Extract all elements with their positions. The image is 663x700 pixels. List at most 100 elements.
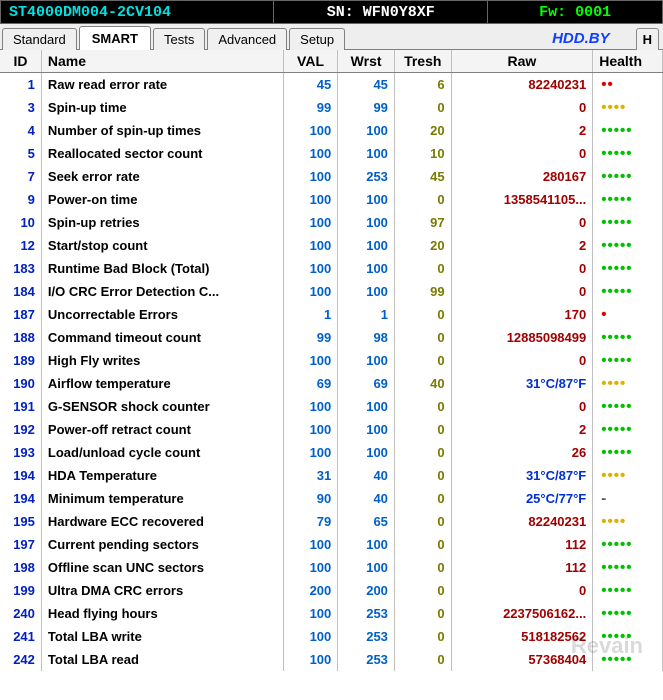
table-row[interactable]: 193Load/unload cycle count100100026••••• [0,441,663,464]
col-name[interactable]: Name [41,50,283,73]
cell-raw: 0 [451,96,593,119]
cell-raw: 0 [451,211,593,234]
cell-health: ••••• [593,648,663,671]
tab-bar: Standard SMART Tests Advanced Setup HDD.… [0,24,663,50]
cell-name: Command timeout count [41,326,283,349]
table-row[interactable]: 240Head flying hours10025302237506162...… [0,602,663,625]
table-row[interactable]: 242Total LBA read100253057368404••••• [0,648,663,671]
cell-wrst: 45 [338,73,395,97]
cell-tresh: 0 [394,579,451,602]
col-wrst[interactable]: Wrst [338,50,395,73]
cell-name: Raw read error rate [41,73,283,97]
cell-health: ••••• [593,257,663,280]
cell-val: 100 [283,188,337,211]
cell-tresh: 0 [394,464,451,487]
cell-val: 100 [283,142,337,165]
cell-wrst: 69 [338,372,395,395]
cell-health: •••• [593,464,663,487]
cell-name: Head flying hours [41,602,283,625]
cell-val: 100 [283,234,337,257]
col-health[interactable]: Health [593,50,663,73]
tab-standard[interactable]: Standard [2,28,77,50]
cell-val: 1 [283,303,337,326]
cell-tresh: 0 [394,556,451,579]
cell-val: 100 [283,119,337,142]
cell-raw: 170 [451,303,593,326]
cell-raw: 280167 [451,165,593,188]
drive-model: ST4000DM004-2CV104 [1,1,274,23]
table-row[interactable]: 194Minimum temperature9040025°C/77°F- [0,487,663,510]
cell-name: Current pending sectors [41,533,283,556]
cell-health: ••••• [593,165,663,188]
cell-raw: 518182562 [451,625,593,648]
cell-id: 192 [0,418,41,441]
help-button[interactable]: H [636,28,659,50]
table-row[interactable]: 198Offline scan UNC sectors1001000112•••… [0,556,663,579]
cell-raw: 0 [451,280,593,303]
cell-val: 100 [283,349,337,372]
cell-tresh: 97 [394,211,451,234]
cell-val: 79 [283,510,337,533]
table-row[interactable]: 3Spin-up time999900•••• [0,96,663,119]
cell-id: 183 [0,257,41,280]
cell-val: 100 [283,211,337,234]
brand-link[interactable]: HDD.BY [526,28,636,49]
cell-id: 195 [0,510,41,533]
tab-smart[interactable]: SMART [79,26,151,50]
cell-health: • [593,303,663,326]
cell-tresh: 20 [394,234,451,257]
col-id[interactable]: ID [0,50,41,73]
table-row[interactable]: 189High Fly writes10010000••••• [0,349,663,372]
table-row[interactable]: 187Uncorrectable Errors110170• [0,303,663,326]
tab-tests[interactable]: Tests [153,28,205,50]
col-val[interactable]: VAL [283,50,337,73]
cell-name: High Fly writes [41,349,283,372]
cell-id: 3 [0,96,41,119]
cell-id: 184 [0,280,41,303]
table-row[interactable]: 241Total LBA write1002530518182562••••• [0,625,663,648]
table-row[interactable]: 192Power-off retract count10010002••••• [0,418,663,441]
col-tresh[interactable]: Tresh [394,50,451,73]
cell-wrst: 100 [338,119,395,142]
cell-wrst: 253 [338,165,395,188]
table-row[interactable]: 190Airflow temperature69694031°C/87°F•••… [0,372,663,395]
cell-wrst: 98 [338,326,395,349]
cell-name: Power-on time [41,188,283,211]
cell-val: 100 [283,441,337,464]
cell-wrst: 100 [338,349,395,372]
table-row[interactable]: 194HDA Temperature3140031°C/87°F•••• [0,464,663,487]
cell-raw: 1358541105... [451,188,593,211]
cell-wrst: 100 [338,395,395,418]
cell-val: 99 [283,326,337,349]
table-row[interactable]: 195Hardware ECC recovered7965082240231••… [0,510,663,533]
table-row[interactable]: 191G-SENSOR shock counter10010000••••• [0,395,663,418]
table-row[interactable]: 12Start/stop count100100202••••• [0,234,663,257]
table-row[interactable]: 183Runtime Bad Block (Total)10010000••••… [0,257,663,280]
cell-wrst: 65 [338,510,395,533]
cell-raw: 31°C/87°F [451,372,593,395]
table-row[interactable]: 1Raw read error rate4545682240231•• [0,73,663,97]
cell-name: Total LBA read [41,648,283,671]
cell-tresh: 0 [394,487,451,510]
cell-raw: 26 [451,441,593,464]
cell-id: 191 [0,395,41,418]
table-row[interactable]: 188Command timeout count9998012885098499… [0,326,663,349]
cell-id: 199 [0,579,41,602]
table-row[interactable]: 5Reallocated sector count100100100••••• [0,142,663,165]
table-row[interactable]: 197Current pending sectors1001000112••••… [0,533,663,556]
table-row[interactable]: 9Power-on time10010001358541105...••••• [0,188,663,211]
table-row[interactable]: 4Number of spin-up times100100202••••• [0,119,663,142]
table-row[interactable]: 7Seek error rate10025345280167••••• [0,165,663,188]
col-raw[interactable]: Raw [451,50,593,73]
tab-setup[interactable]: Setup [289,28,345,50]
table-row[interactable]: 184I/O CRC Error Detection C...100100990… [0,280,663,303]
cell-health: •••• [593,96,663,119]
tab-advanced[interactable]: Advanced [207,28,287,50]
cell-health: ••••• [593,602,663,625]
table-row[interactable]: 10Spin-up retries100100970••••• [0,211,663,234]
table-row[interactable]: 199Ultra DMA CRC errors20020000••••• [0,579,663,602]
cell-raw: 2 [451,119,593,142]
drive-firmware: Fw: 0001 [488,1,662,23]
cell-wrst: 100 [338,188,395,211]
cell-id: 7 [0,165,41,188]
